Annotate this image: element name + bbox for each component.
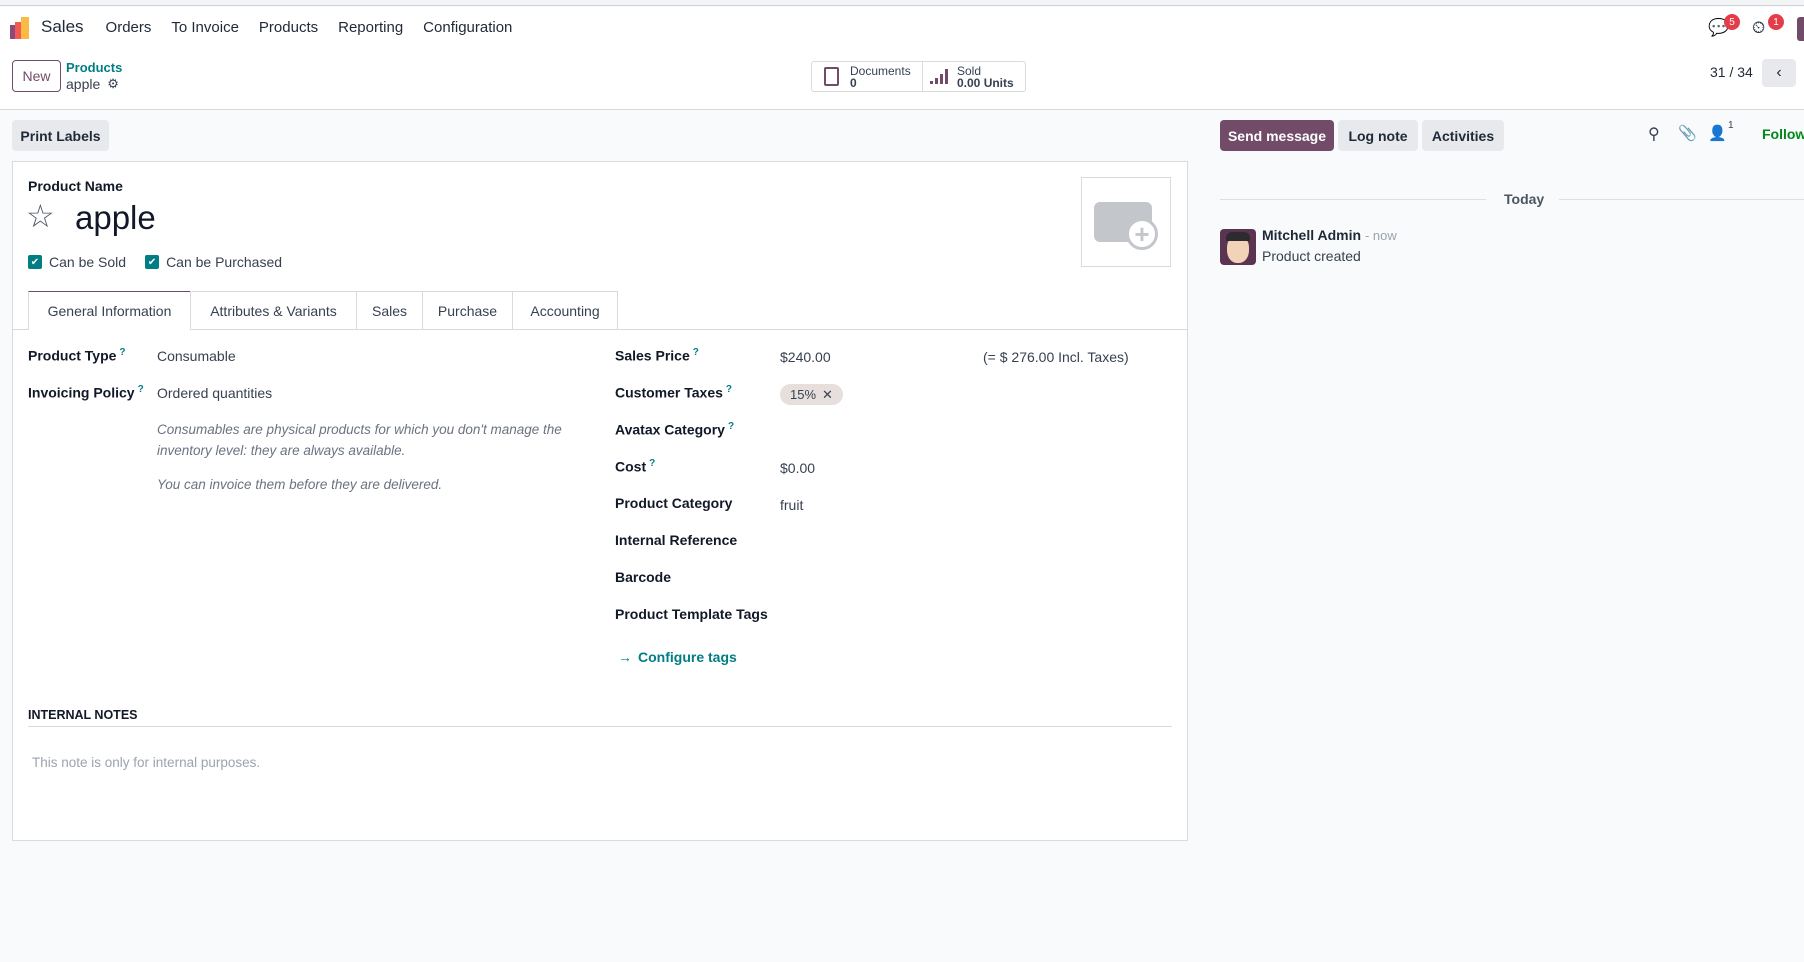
customer-taxes-label: Customer Taxes? [615, 384, 733, 401]
sales-price-label: Sales Price? [615, 347, 699, 364]
can-be-purchased-label[interactable]: Can be Purchased [166, 254, 283, 270]
window-top-border [0, 0, 1804, 6]
menu-orders[interactable]: Orders [105, 19, 152, 36]
followers-count: 1 [1728, 120, 1734, 131]
pager: 31 / 34 [1710, 64, 1753, 80]
can-be-purchased-checkbox[interactable]: ✔ [145, 255, 160, 269]
date-divider-left [1220, 199, 1486, 200]
menu-to-invoice[interactable]: To Invoice [171, 19, 239, 36]
menu-reporting[interactable]: Reporting [338, 19, 404, 36]
navbar-menu: Sales Orders To Invoice Products Reporti… [41, 17, 512, 37]
log-note-button[interactable]: Log note [1338, 120, 1418, 151]
message-body: Product created [1262, 248, 1361, 264]
navbar [0, 7, 1804, 110]
can-be-sold-label[interactable]: Can be Sold [49, 254, 127, 270]
message-author[interactable]: Mitchell Admin [1262, 227, 1362, 243]
menu-configuration[interactable]: Configuration [423, 19, 513, 36]
barcode-label: Barcode [615, 569, 672, 585]
breadcrumb-products[interactable]: Products [66, 60, 123, 75]
app-name[interactable]: Sales [41, 17, 84, 36]
message-time: - now [1364, 228, 1397, 243]
tabs-divider [12, 329, 1188, 330]
remove-tag-icon[interactable]: ✕ [822, 386, 833, 402]
product-category-label: Product Category [615, 495, 733, 511]
invoicing-policy-label: Invoicing Policy? [28, 384, 144, 401]
internal-notes-divider [28, 726, 1172, 727]
sold-value: 0.00 Units [957, 76, 1014, 90]
product-type-label: Product Type? [28, 347, 126, 364]
sold-label: Sold [957, 64, 982, 78]
documents-value: 0 [850, 76, 857, 90]
bar-chart-icon [930, 69, 948, 84]
sales-app-logo-icon[interactable] [10, 17, 32, 39]
paperclip-icon[interactable]: 📎 [1678, 125, 1697, 142]
arrow-right-icon: → [618, 649, 632, 665]
internal-reference-label: Internal Reference [615, 532, 738, 548]
tab-sales[interactable]: Sales [356, 291, 423, 329]
document-icon [824, 67, 839, 86]
menu-products[interactable]: Products [258, 19, 319, 36]
can-be-sold-checkbox[interactable]: ✔ [28, 255, 42, 269]
invoicing-policy-value[interactable]: Ordered quantities [157, 385, 273, 401]
tax-tag-label: 15% [790, 387, 817, 402]
product-category-input[interactable]: fruit [780, 497, 804, 513]
configure-tags-link[interactable]: → Configure tags [618, 649, 737, 665]
product-name-input[interactable]: apple [75, 199, 156, 236]
messages-icon[interactable]: 💬 [1708, 18, 1730, 37]
activities-badge: 1 [1768, 14, 1784, 30]
date-divider-right [1559, 199, 1804, 200]
documents-label: Documents [850, 64, 911, 78]
plus-icon: + [1126, 218, 1158, 250]
sold-button[interactable]: Sold 0.00 Units [924, 62, 1026, 91]
new-button[interactable]: New [12, 60, 61, 92]
breadcrumb-current-row: apple ⚙ [66, 76, 119, 92]
cost-label: Cost? [615, 458, 656, 475]
internal-notes-label: INTERNAL NOTES [28, 708, 138, 722]
clock-icon[interactable]: ⏲ [1752, 18, 1766, 37]
product-name-label: Product Name [28, 178, 123, 194]
message-header: Mitchell Admin - now [1262, 227, 1397, 243]
author-avatar[interactable] [1220, 229, 1256, 265]
send-message-button[interactable]: Send message [1220, 120, 1334, 151]
print-labels-button[interactable]: Print Labels [12, 120, 109, 151]
search-icon[interactable]: ⚲ [1648, 126, 1660, 143]
invoicing-policy-help: You can invoice them before they are del… [157, 477, 443, 492]
incl-taxes-text: (= $ 276.00 Incl. Taxes) [983, 349, 1129, 365]
product-template-tags-label: Product Template Tags [615, 606, 768, 622]
documents-button[interactable]: Documents 0 [812, 62, 923, 91]
sales-price-input[interactable]: $240.00 [780, 349, 831, 365]
product-type-value[interactable]: Consumable [157, 348, 236, 364]
product-image-upload[interactable]: + [1081, 177, 1171, 267]
tab-general-information[interactable]: General Information [28, 291, 191, 330]
messages-badge: 5 [1724, 14, 1740, 30]
internal-notes-input[interactable]: This note is only for internal purposes. [32, 755, 261, 770]
user-avatar[interactable] [1797, 17, 1804, 41]
form-sheet [12, 161, 1188, 841]
gear-icon[interactable]: ⚙ [107, 76, 119, 91]
tab-purchase[interactable]: Purchase [422, 291, 513, 329]
avatax-category-label: Avatax Category? [615, 421, 735, 438]
cost-input[interactable]: $0.00 [780, 460, 816, 476]
tax-tag: 15% ✕ [780, 384, 843, 405]
tab-attributes-variants[interactable]: Attributes & Variants [190, 291, 357, 329]
follow-button[interactable]: Follow [1762, 126, 1804, 142]
checkbox-row: ✔ Can be Sold ✔ Can be Purchased [28, 254, 282, 270]
followers-icon[interactable]: 👤 [1708, 125, 1727, 142]
activities-button[interactable]: Activities [1422, 120, 1504, 151]
product-type-help: Consumables are physical products for wh… [157, 422, 562, 458]
configure-tags-label: Configure tags [638, 649, 737, 665]
tab-accounting[interactable]: Accounting [512, 291, 618, 329]
smart-buttons: Documents 0 Sold 0.00 Units [811, 61, 1026, 92]
pager-previous-button[interactable]: ‹ [1762, 59, 1796, 87]
breadcrumb-current: apple [66, 76, 101, 92]
favorite-star-icon[interactable]: ☆ [26, 198, 55, 234]
date-separator: Today [1504, 191, 1545, 207]
